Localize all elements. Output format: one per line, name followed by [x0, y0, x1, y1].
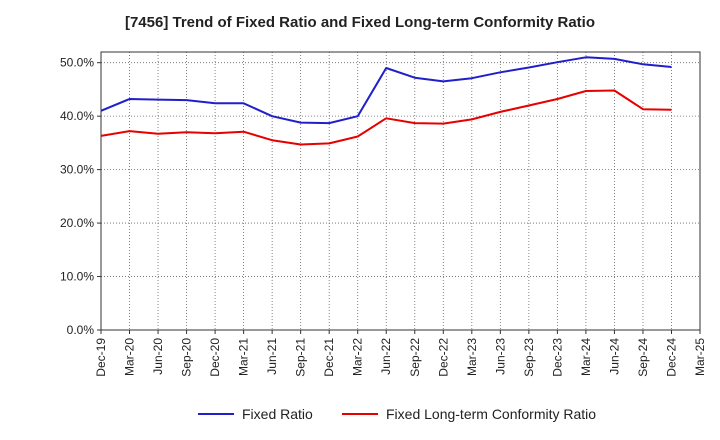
legend-label-fixed-ratio: Fixed Ratio [242, 406, 313, 422]
y-tick-label: 10.0% [60, 270, 94, 284]
grid [101, 52, 700, 330]
x-tick-label: Mar-25 [693, 338, 707, 376]
legend-swatch-fixed-ratio [198, 413, 234, 415]
tick-labels: Dec-19 Mar-20 Jun-20 Sep-20 Dec-20 Mar-21 Jun-… [60, 56, 707, 377]
x-tick-label: Dec-24 [664, 338, 678, 377]
series-line-fixed-long-term-conformity-ratio [100, 89, 672, 146]
y-tick-label: 0.0% [67, 323, 95, 337]
x-tick-label: Mar-24 [579, 338, 593, 376]
x-tick-label: Jun-23 [493, 338, 507, 375]
plot-frame [100, 51, 701, 331]
x-tick-label: Dec-20 [208, 338, 222, 377]
legend-item-fixed-long-term: Fixed Long-term Conformity Ratio [342, 406, 596, 422]
y-tick-label: 30.0% [60, 163, 94, 177]
y-tick-label: 50.0% [60, 56, 94, 70]
legend-item-fixed-ratio: Fixed Ratio [198, 406, 313, 422]
x-tick-label: Mar-20 [123, 338, 137, 376]
x-tick-label: Sep-21 [294, 338, 308, 377]
y-tick-label: 20.0% [60, 216, 94, 230]
legend: Fixed Ratio Fixed Long-term Conformity R… [0, 406, 720, 426]
x-tick-label: Mar-22 [351, 338, 365, 376]
legend-label-fixed-long-term: Fixed Long-term Conformity Ratio [386, 406, 597, 422]
x-tick-label: Sep-20 [180, 338, 194, 377]
y-tick-label: 40.0% [60, 109, 94, 123]
x-tick-label: Sep-22 [408, 338, 422, 377]
series-line-fixed-ratio [100, 56, 672, 125]
x-tick-label: Dec-22 [436, 338, 450, 377]
x-tick-label: Dec-21 [322, 338, 336, 377]
x-tick-label: Dec-19 [94, 338, 108, 377]
x-tick-label: Mar-21 [237, 338, 251, 376]
axes [97, 51, 701, 334]
x-tick-label: Dec-23 [550, 338, 564, 377]
x-tick-label: Sep-24 [636, 338, 650, 377]
chart-title: [7456] Trend of Fixed Ratio and Fixed Lo… [124, 14, 596, 31]
x-tick-label: Jun-21 [265, 338, 279, 375]
series [100, 56, 672, 146]
x-tick-label: Jun-22 [379, 338, 393, 375]
legend-swatch-fixed-long-term [342, 413, 378, 415]
x-tick-label: Jun-24 [607, 338, 621, 375]
x-tick-label: Sep-23 [522, 338, 536, 377]
x-tick-label: Jun-20 [151, 338, 165, 375]
x-tick-label: Mar-23 [465, 338, 479, 376]
